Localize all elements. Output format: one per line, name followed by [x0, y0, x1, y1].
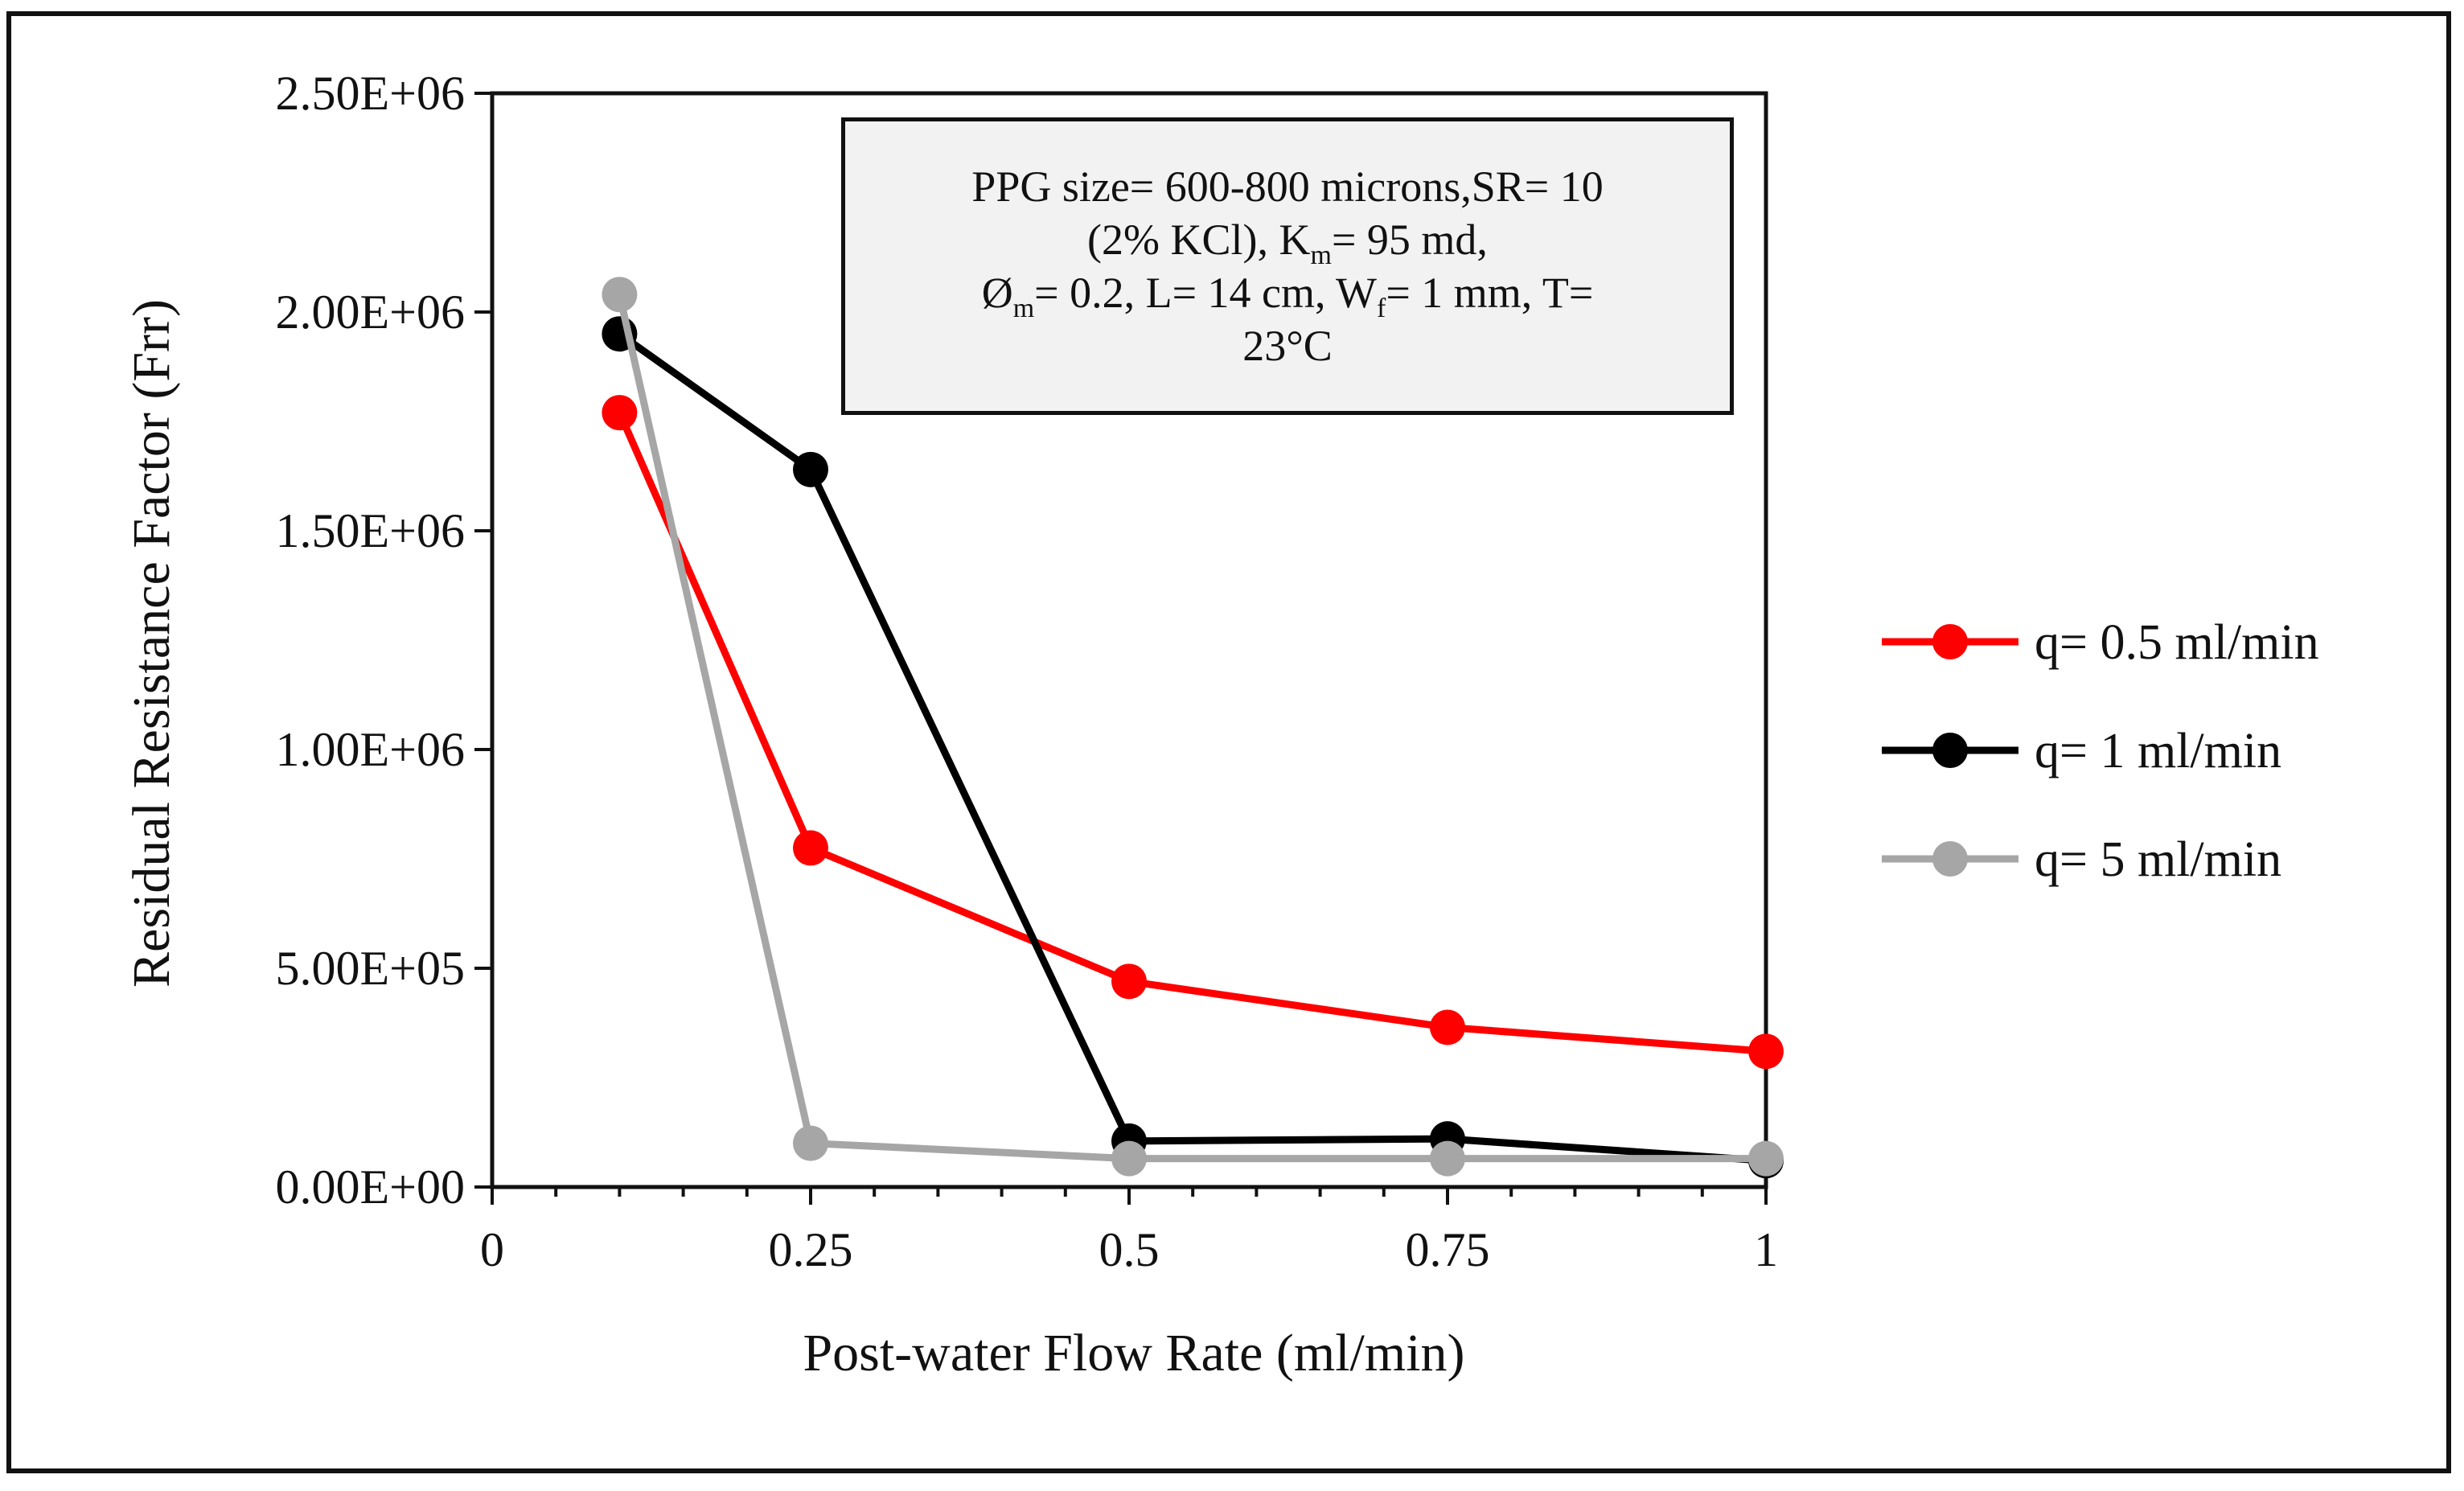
y-tick-label: 5.00E+05: [276, 942, 466, 995]
x-tick-label: 1: [1754, 1223, 1778, 1276]
legend-label: q= 5 ml/min: [2035, 832, 2281, 887]
legend-label: q= 0.5 ml/min: [2035, 615, 2319, 670]
x-tick-label: 0.5: [1099, 1223, 1160, 1276]
legend-label: q= 1 ml/min: [2035, 724, 2281, 778]
x-tick-label: 0: [480, 1223, 504, 1276]
x-tick-label: 0.75: [1406, 1223, 1490, 1276]
annotation-line-2: (2% KCl), Km= 95 md,: [1087, 216, 1488, 270]
series-layer: [602, 277, 1784, 1179]
data-point: [1111, 963, 1147, 1000]
legend-item: q= 0.5 ml/min: [1882, 615, 2319, 670]
legend-item: q= 1 ml/min: [1882, 724, 2281, 778]
annotation-line-4: 23°C: [1242, 322, 1333, 370]
y-tick-label: 2.50E+06: [276, 67, 466, 120]
data-point: [1430, 1009, 1465, 1045]
data-point: [1111, 1140, 1147, 1177]
x-tick-label: 0.25: [769, 1223, 853, 1276]
data-point: [1430, 1140, 1465, 1177]
series-1: [602, 395, 1784, 1070]
data-point: [602, 395, 638, 431]
data-point: [1748, 1033, 1784, 1070]
data-point: [1748, 1140, 1784, 1177]
data-point: [793, 1125, 828, 1161]
series-line: [616, 294, 1766, 1163]
legend: q= 0.5 ml/min q= 1 ml/min q= 5 ml/min: [1882, 615, 2319, 887]
y-tick-label: 1.50E+06: [276, 504, 466, 557]
annotation-line-1: PPG size= 600-800 microns,SR= 10: [971, 162, 1604, 211]
x-axis-label: Post-water Flow Rate (ml/min): [803, 1324, 1464, 1382]
data-point: [602, 277, 638, 313]
legend-marker: [1932, 624, 1968, 659]
chart-annotation: PPG size= 600-800 microns,SR= 10 (2% KCl…: [841, 117, 1734, 415]
axes: 0 0.25 0.5 0.75 1 0.00E+00 5.00E+05 1.00E+06 1.5…: [276, 67, 1779, 1276]
annotation-line-3: Øm= 0.2, L= 14 cm, Wf= 1 mm, T=: [981, 269, 1594, 323]
data-point: [793, 451, 828, 487]
legend-marker: [1932, 733, 1968, 768]
legend-marker: [1932, 841, 1968, 877]
y-tick-label: 2.00E+06: [276, 285, 466, 339]
y-axis-label: Residual Resistance Factor (Frr): [122, 299, 181, 988]
y-tick-label: 1.00E+06: [276, 723, 466, 776]
legend-item: q= 5 ml/min: [1882, 832, 2281, 887]
y-tick-label: 0.00E+00: [276, 1160, 466, 1214]
series-2: [602, 316, 1784, 1179]
data-point: [793, 830, 828, 866]
series-line: [616, 411, 1767, 1055]
series-3: [602, 277, 1784, 1177]
